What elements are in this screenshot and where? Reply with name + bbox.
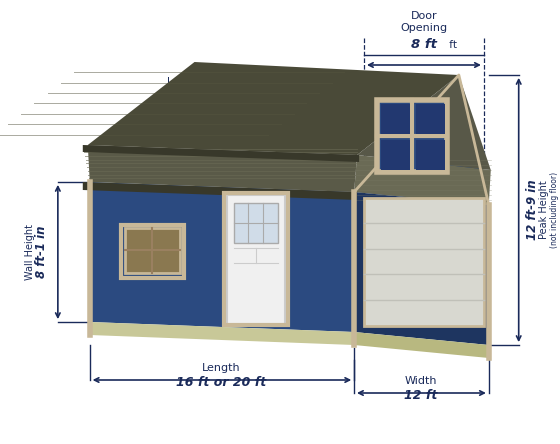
Text: 42-3/4: 42-3/4 — [175, 91, 224, 105]
Polygon shape — [416, 104, 445, 134]
Polygon shape — [227, 195, 285, 325]
Polygon shape — [381, 140, 410, 170]
Polygon shape — [381, 104, 410, 134]
Polygon shape — [90, 322, 354, 345]
Text: Loft Door Opening: Loft Door Opening — [167, 77, 262, 87]
Polygon shape — [90, 182, 354, 332]
Text: Length: Length — [202, 363, 241, 373]
Polygon shape — [354, 192, 489, 345]
Polygon shape — [357, 75, 491, 170]
Polygon shape — [83, 145, 359, 162]
Polygon shape — [125, 228, 180, 273]
Text: Width: Width — [405, 376, 437, 386]
Text: in W x: in W x — [221, 93, 260, 103]
Text: in H: in H — [271, 93, 295, 103]
Polygon shape — [88, 62, 459, 155]
Text: Door
Opening: Door Opening — [400, 11, 447, 33]
Polygon shape — [377, 100, 447, 172]
Text: 8 ft: 8 ft — [411, 39, 437, 52]
Polygon shape — [354, 75, 489, 205]
Polygon shape — [88, 145, 357, 192]
Polygon shape — [354, 332, 489, 358]
Text: 12 ft-9 in: 12 ft-9 in — [526, 180, 539, 240]
Text: Wall Height: Wall Height — [25, 224, 35, 280]
Polygon shape — [83, 182, 357, 200]
Polygon shape — [416, 140, 445, 170]
Text: 8 ft-1 in: 8 ft-1 in — [35, 226, 48, 278]
Text: ft: ft — [446, 40, 457, 50]
Text: Peak Height: Peak Height — [539, 181, 549, 239]
Polygon shape — [364, 198, 484, 326]
Text: 16 ft or 20 ft: 16 ft or 20 ft — [176, 376, 267, 388]
Text: 12 ft: 12 ft — [404, 388, 437, 401]
Polygon shape — [354, 155, 491, 205]
Text: (not including floor): (not including floor) — [550, 172, 559, 248]
Polygon shape — [235, 203, 278, 243]
Text: 32: 32 — [254, 91, 274, 105]
